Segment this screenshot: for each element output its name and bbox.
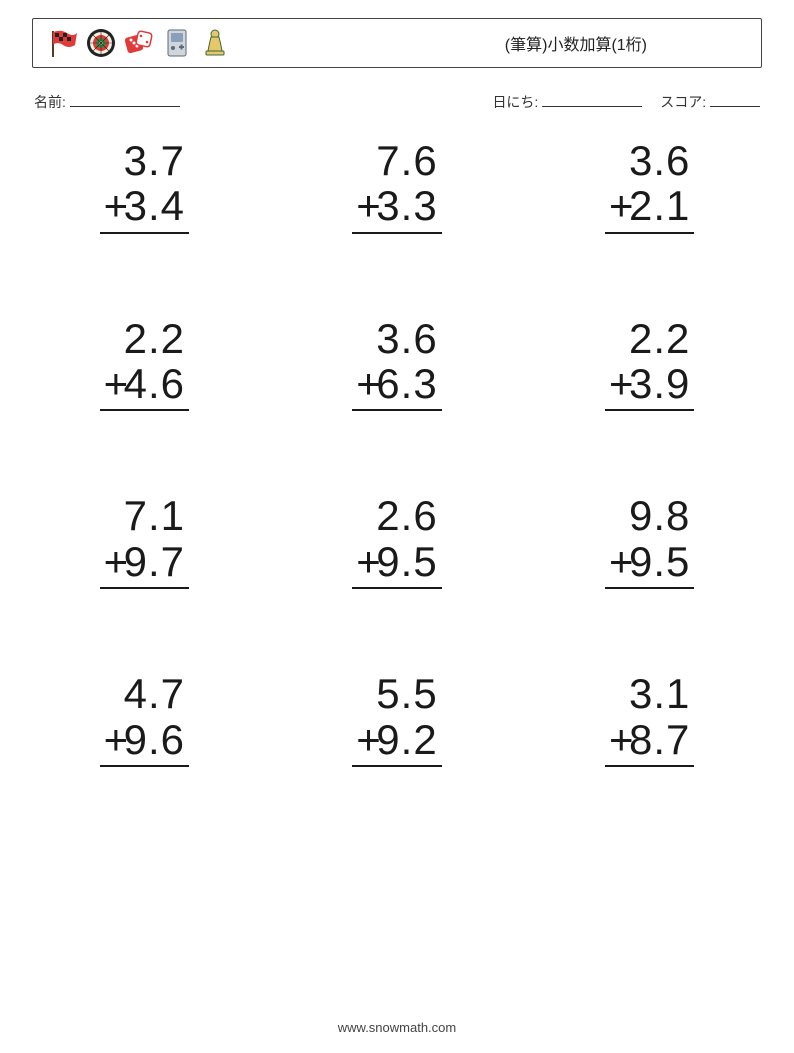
worksheet-page: (筆算)小数加算(1桁) 名前: 日にち: スコア: 3.7+3.4 7.6+3… <box>0 0 794 1053</box>
operand-a: 7.6 <box>352 138 441 183</box>
header-box: (筆算)小数加算(1桁) <box>32 18 762 68</box>
operand-b: 2.1 <box>629 182 690 229</box>
problem: 2.6+9.5 <box>291 493 504 589</box>
operand-b: 9.5 <box>376 538 437 585</box>
date-blank[interactable] <box>542 93 642 107</box>
meta-name: 名前: <box>34 92 180 112</box>
chess-pawn-icon <box>199 27 231 59</box>
operand-a: 5.5 <box>352 671 441 716</box>
operand-b: 3.3 <box>376 182 437 229</box>
header-icons <box>47 27 231 59</box>
meta-score: スコア: <box>660 92 760 112</box>
gameboy-icon <box>161 27 193 59</box>
operator: + <box>356 183 376 228</box>
meta-date: 日にち: <box>492 92 642 112</box>
flag-icon <box>47 27 79 59</box>
operand-b: 3.9 <box>629 360 690 407</box>
problems-grid: 3.7+3.4 7.6+3.3 3.6+2.1 2.2+4.6 3.6+6.3 … <box>32 138 762 767</box>
dartboard-icon <box>85 27 117 59</box>
operator: + <box>609 361 629 406</box>
problem: 2.2+3.9 <box>543 316 756 412</box>
dice-icon <box>123 27 155 59</box>
operand-b: 8.7 <box>629 716 690 763</box>
problem: 7.1+9.7 <box>38 493 251 589</box>
operand-a: 2.2 <box>100 316 189 361</box>
operator: + <box>104 539 124 584</box>
score-blank[interactable] <box>710 93 760 107</box>
operand-a: 3.1 <box>605 671 694 716</box>
name-label: 名前: <box>34 94 66 110</box>
operand-b: 9.2 <box>376 716 437 763</box>
problem: 7.6+3.3 <box>291 138 504 234</box>
worksheet-title: (筆算)小数加算(1桁) <box>505 31 647 55</box>
problem: 3.6+6.3 <box>291 316 504 412</box>
operator: + <box>609 183 629 228</box>
operand-a: 3.6 <box>352 316 441 361</box>
operand-a: 2.2 <box>605 316 694 361</box>
footer-url: www.snowmath.com <box>0 1020 794 1035</box>
meta-row: 名前: 日にち: スコア: <box>32 92 762 112</box>
operator: + <box>356 361 376 406</box>
operator: + <box>609 539 629 584</box>
operator: + <box>104 717 124 762</box>
operand-a: 3.6 <box>605 138 694 183</box>
operand-b: 9.5 <box>629 538 690 585</box>
operand-b: 4.6 <box>124 360 185 407</box>
problem: 5.5+9.2 <box>291 671 504 767</box>
operator: + <box>104 183 124 228</box>
problem: 3.7+3.4 <box>38 138 251 234</box>
operand-a: 4.7 <box>100 671 189 716</box>
operator: + <box>356 717 376 762</box>
name-blank[interactable] <box>70 93 180 107</box>
operator: + <box>104 361 124 406</box>
operator: + <box>356 539 376 584</box>
operand-a: 7.1 <box>100 493 189 538</box>
problem: 9.8+9.5 <box>543 493 756 589</box>
operand-a: 9.8 <box>605 493 694 538</box>
problem: 3.6+2.1 <box>543 138 756 234</box>
operand-b: 9.7 <box>124 538 185 585</box>
operator: + <box>609 717 629 762</box>
operand-b: 9.6 <box>124 716 185 763</box>
operand-b: 3.4 <box>124 182 185 229</box>
operand-b: 6.3 <box>376 360 437 407</box>
problem: 2.2+4.6 <box>38 316 251 412</box>
problem: 3.1+8.7 <box>543 671 756 767</box>
operand-a: 3.7 <box>100 138 189 183</box>
score-label: スコア: <box>660 94 706 110</box>
problem: 4.7+9.6 <box>38 671 251 767</box>
date-label: 日にち: <box>492 94 538 110</box>
operand-a: 2.6 <box>352 493 441 538</box>
